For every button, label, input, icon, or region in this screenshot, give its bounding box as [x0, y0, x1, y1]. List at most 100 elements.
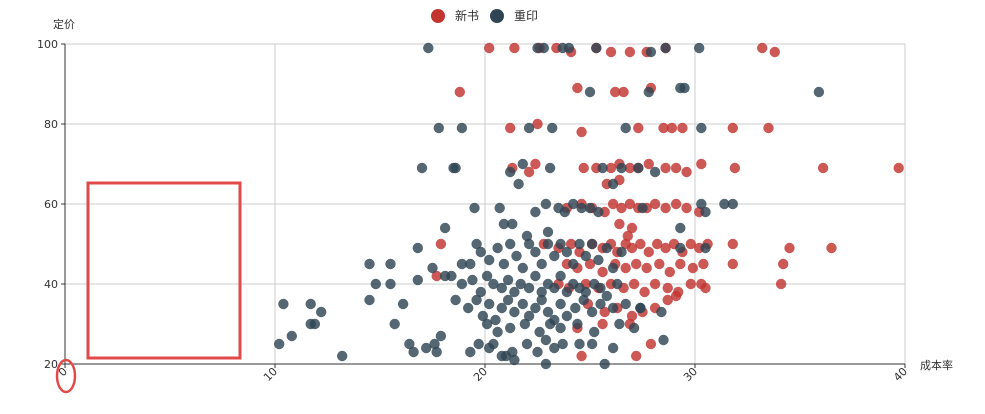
- scatter-point[interactable]: [670, 198, 682, 210]
- scatter-point[interactable]: [578, 294, 589, 306]
- scatter-point[interactable]: [658, 334, 669, 346]
- scatter-point[interactable]: [610, 86, 621, 98]
- scatter-point[interactable]: [775, 278, 787, 290]
- scatter-point[interactable]: [465, 258, 476, 270]
- scatter-point[interactable]: [477, 310, 489, 322]
- legend[interactable]: 新书 重印: [431, 8, 538, 23]
- scatter-point[interactable]: [727, 238, 738, 250]
- scatter-point[interactable]: [727, 198, 738, 210]
- scatter-point[interactable]: [607, 198, 619, 210]
- scatter-point[interactable]: [601, 242, 612, 254]
- scatter-point[interactable]: [649, 278, 661, 290]
- scatter-point[interactable]: [274, 338, 285, 350]
- scatter-point[interactable]: [570, 302, 581, 314]
- scatter-point[interactable]: [563, 42, 575, 54]
- scatter-point[interactable]: [555, 322, 566, 334]
- scatter-point[interactable]: [530, 302, 541, 314]
- scatter-point[interactable]: [624, 162, 636, 174]
- scatter-point[interactable]: [484, 254, 495, 266]
- scatter-point[interactable]: [408, 346, 419, 358]
- scatter-point[interactable]: [675, 222, 686, 234]
- scatter-point[interactable]: [454, 86, 465, 98]
- scatter-point[interactable]: [511, 250, 522, 262]
- scatter-point[interactable]: [555, 298, 566, 310]
- scatter-point[interactable]: [719, 198, 730, 210]
- scatter-point[interactable]: [433, 122, 444, 134]
- scatter-point[interactable]: [624, 46, 636, 58]
- scatter-point[interactable]: [523, 122, 535, 134]
- scatter-point[interactable]: [624, 198, 636, 210]
- scatter-point[interactable]: [605, 46, 617, 58]
- scatter-point[interactable]: [626, 310, 638, 322]
- scatter-point[interactable]: [620, 298, 631, 310]
- scatter-point[interactable]: [364, 294, 375, 306]
- scatter-point[interactable]: [530, 206, 541, 218]
- scatter-point[interactable]: [639, 286, 650, 298]
- scatter-point[interactable]: [435, 238, 447, 250]
- scatter-point[interactable]: [574, 238, 585, 250]
- scatter-point[interactable]: [660, 202, 671, 214]
- scatter-point[interactable]: [456, 122, 468, 134]
- scatter-point[interactable]: [694, 42, 705, 54]
- scatter-point[interactable]: [496, 350, 507, 362]
- scatter-point[interactable]: [421, 342, 432, 354]
- scatter-point[interactable]: [631, 258, 642, 270]
- scatter-point[interactable]: [593, 206, 604, 218]
- scatter-point[interactable]: [675, 242, 686, 254]
- scatter-point[interactable]: [614, 218, 625, 230]
- scatter-point[interactable]: [475, 286, 486, 298]
- scatter-point[interactable]: [687, 262, 699, 274]
- scatter-point[interactable]: [654, 258, 665, 270]
- scatter-point[interactable]: [769, 46, 780, 58]
- scatter-point[interactable]: [446, 270, 457, 282]
- scatter-point[interactable]: [488, 278, 499, 290]
- scatter-point[interactable]: [572, 318, 583, 330]
- scatter-point[interactable]: [679, 82, 690, 94]
- scatter-point[interactable]: [662, 282, 673, 294]
- scatter-point[interactable]: [633, 162, 644, 174]
- scatter-point[interactable]: [826, 242, 837, 254]
- scatter-point[interactable]: [416, 162, 428, 174]
- scatter-point[interactable]: [309, 318, 321, 330]
- scatter-point[interactable]: [607, 342, 619, 354]
- scatter-point[interactable]: [473, 338, 484, 350]
- scatter-point[interactable]: [530, 246, 541, 258]
- scatter-point[interactable]: [576, 202, 587, 214]
- scatter-point[interactable]: [523, 166, 535, 178]
- scatter-point[interactable]: [538, 42, 549, 54]
- legend-label[interactable]: 重印: [514, 9, 538, 23]
- scatter-point[interactable]: [450, 162, 461, 174]
- scatter-point[interactable]: [698, 258, 709, 270]
- scatter-point[interactable]: [649, 166, 661, 178]
- scatter-point[interactable]: [635, 302, 646, 314]
- scatter-point[interactable]: [658, 122, 669, 134]
- scatter-point[interactable]: [540, 358, 552, 370]
- scatter-point[interactable]: [607, 302, 619, 314]
- scatter-point[interactable]: [519, 318, 531, 330]
- scatter-point[interactable]: [471, 294, 482, 306]
- scatter-point[interactable]: [675, 258, 686, 270]
- scatter-point[interactable]: [513, 178, 524, 190]
- scatter-point[interactable]: [517, 262, 528, 274]
- scatter-point[interactable]: [561, 246, 573, 258]
- scatter-point[interactable]: [631, 350, 642, 362]
- scatter-point[interactable]: [481, 270, 493, 282]
- scatter-point[interactable]: [286, 330, 297, 342]
- scatter-point[interactable]: [467, 274, 478, 286]
- scatter-point[interactable]: [515, 278, 526, 290]
- scatter-point[interactable]: [498, 258, 510, 270]
- scatter-point[interactable]: [456, 278, 468, 290]
- scatter-point[interactable]: [530, 270, 541, 282]
- scatter-point[interactable]: [677, 122, 688, 134]
- scatter-point[interactable]: [595, 298, 606, 310]
- scatter-point[interactable]: [429, 338, 440, 350]
- scatter-point[interactable]: [645, 46, 657, 58]
- scatter-point[interactable]: [584, 202, 596, 214]
- scatter-point[interactable]: [660, 162, 671, 174]
- scatter-point[interactable]: [660, 242, 671, 254]
- scatter-point[interactable]: [612, 278, 623, 290]
- scatter-point[interactable]: [502, 294, 514, 306]
- scatter-point[interactable]: [337, 350, 348, 362]
- scatter-point[interactable]: [628, 322, 640, 334]
- scatter-point[interactable]: [641, 262, 652, 274]
